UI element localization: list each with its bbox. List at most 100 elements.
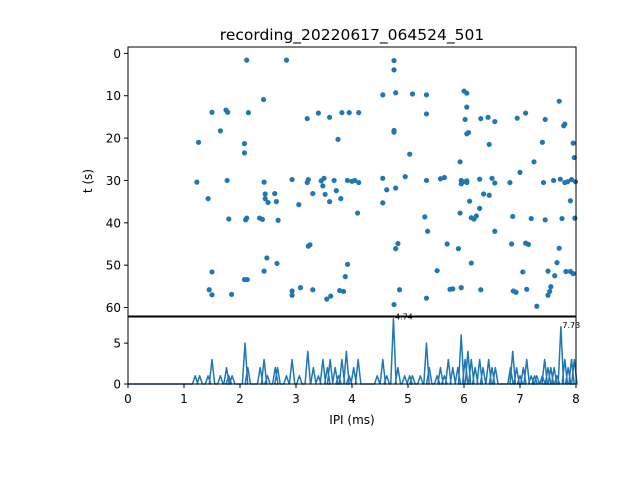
raster-point bbox=[570, 271, 576, 277]
raster-point bbox=[545, 268, 551, 274]
raster-point bbox=[477, 176, 483, 182]
raster-points bbox=[194, 57, 579, 309]
histogram-x-label: IPI (ms) bbox=[329, 413, 374, 427]
raster-point bbox=[423, 177, 430, 184]
raster-point bbox=[437, 176, 444, 182]
raster-point bbox=[333, 188, 339, 194]
raster-point bbox=[572, 179, 579, 185]
raster-point bbox=[547, 288, 553, 295]
raster-point bbox=[464, 179, 470, 186]
histogram-x-tick-label: 8 bbox=[572, 392, 580, 406]
raster-y-tick-label: 40 bbox=[106, 216, 121, 230]
raster-point bbox=[393, 246, 399, 252]
histogram-y-tick-label: 5 bbox=[113, 337, 121, 351]
raster-point bbox=[513, 289, 519, 295]
raster-point bbox=[481, 191, 487, 197]
histogram-x-tick-label: 2 bbox=[236, 392, 244, 406]
raster-point bbox=[525, 241, 532, 248]
raster-point bbox=[464, 104, 470, 110]
raster-point bbox=[492, 180, 498, 186]
raster-point bbox=[391, 67, 397, 73]
raster-axes-frame bbox=[127, 46, 577, 317]
raster-point bbox=[523, 110, 529, 116]
raster-y-ticks: 0 10 20 30 40 50 60 bbox=[106, 47, 128, 315]
raster-point bbox=[524, 286, 530, 292]
raster-point bbox=[244, 57, 250, 63]
raster-point bbox=[539, 139, 546, 145]
raster-point bbox=[297, 285, 304, 291]
raster-point bbox=[327, 114, 333, 120]
raster-point bbox=[322, 191, 328, 198]
raster-point bbox=[489, 175, 495, 181]
raster-point bbox=[339, 110, 345, 116]
raster-point bbox=[380, 92, 386, 98]
raster-point bbox=[457, 210, 463, 216]
raster-point bbox=[209, 292, 215, 298]
raster-point bbox=[393, 185, 399, 191]
raster-point bbox=[262, 196, 268, 202]
raster-point bbox=[540, 179, 547, 186]
raster-point bbox=[243, 217, 249, 223]
histogram-axes-frame bbox=[127, 316, 577, 385]
raster-point bbox=[195, 139, 202, 145]
raster-point bbox=[338, 196, 344, 202]
raster-point bbox=[272, 190, 278, 197]
chart-title: recording_20220617_064524_501 bbox=[220, 26, 484, 45]
raster-point bbox=[559, 215, 565, 222]
raster-point bbox=[209, 109, 215, 115]
histogram-x-tick-label: 1 bbox=[180, 392, 188, 406]
raster-point bbox=[194, 179, 200, 185]
raster-point bbox=[315, 110, 321, 116]
raster-y-tick-label: 50 bbox=[106, 259, 121, 273]
raster-point bbox=[531, 159, 537, 165]
raster-point bbox=[514, 115, 520, 121]
raster-y-label: t (s) bbox=[81, 169, 95, 193]
raster-point bbox=[324, 296, 330, 302]
raster-point bbox=[509, 241, 515, 247]
histogram-x-tick-label: 5 bbox=[404, 392, 412, 406]
raster-point bbox=[310, 287, 316, 293]
histogram-x-tick-label: 7 bbox=[516, 392, 524, 406]
raster-point bbox=[486, 141, 492, 148]
raster-point bbox=[567, 198, 574, 204]
raster-point bbox=[304, 115, 310, 122]
raster-y-tick-label: 20 bbox=[106, 132, 121, 146]
raster-point bbox=[259, 216, 265, 223]
raster-point bbox=[335, 136, 341, 142]
raster-point bbox=[206, 287, 212, 293]
raster-point bbox=[467, 198, 473, 204]
raster-point bbox=[460, 179, 466, 185]
histogram-x-tick-label: 0 bbox=[124, 392, 132, 406]
raster-point bbox=[265, 199, 271, 206]
raster-point bbox=[409, 91, 416, 97]
raster-point bbox=[209, 269, 215, 275]
histogram-y-ticks: 05 bbox=[113, 337, 128, 392]
raster-y-tick-label: 30 bbox=[106, 174, 121, 188]
raster-point bbox=[262, 191, 268, 197]
raster-point bbox=[344, 261, 351, 267]
raster-point bbox=[344, 177, 351, 184]
raster-point bbox=[241, 140, 248, 147]
histogram-x-tick-label: 6 bbox=[460, 392, 468, 406]
raster-plot: 0 10 20 30 40 50 60 t (s) bbox=[81, 46, 579, 317]
raster-point bbox=[321, 175, 327, 181]
raster-point bbox=[551, 177, 557, 184]
raster-point bbox=[556, 245, 562, 251]
raster-point bbox=[457, 159, 463, 165]
raster-point bbox=[517, 169, 523, 175]
raster-point bbox=[492, 228, 498, 234]
raster-point bbox=[328, 293, 334, 299]
raster-point bbox=[327, 199, 333, 205]
raster-point bbox=[548, 284, 554, 290]
raster-point bbox=[391, 57, 397, 64]
raster-point bbox=[205, 196, 211, 202]
raster-point bbox=[458, 285, 464, 291]
raster-point bbox=[380, 175, 386, 181]
raster-point bbox=[478, 287, 484, 293]
raster-point bbox=[478, 115, 484, 122]
histogram-x-ticks: 0 1 2 3 4 5 6 7 8 bbox=[124, 384, 580, 406]
raster-point bbox=[226, 216, 232, 222]
raster-point bbox=[241, 150, 248, 156]
